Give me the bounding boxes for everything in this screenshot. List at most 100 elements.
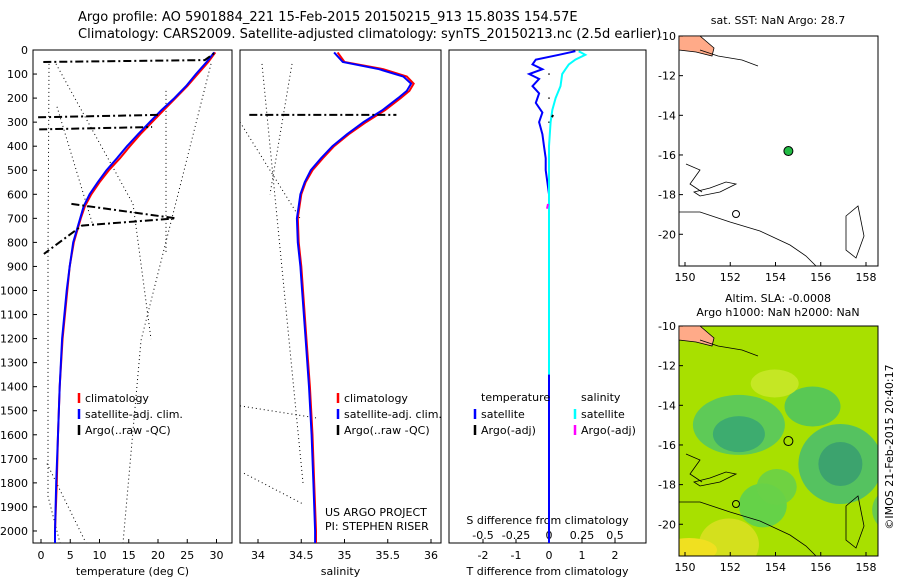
- sst-reef-contour: [845, 205, 865, 259]
- sst-ytick-label: -10: [658, 30, 676, 43]
- salinity-legend-label: satellite-adj. clim.: [344, 408, 442, 421]
- sst-reef-contour: [693, 181, 738, 197]
- difference-salinity-satellite-line: [548, 50, 588, 543]
- sst-xtick-label: 150: [675, 271, 696, 284]
- difference-legend-label: Argo(-adj): [581, 424, 636, 437]
- depth-tick-label: 1700: [0, 453, 28, 466]
- sla-map-group: -10 -12 -14 -16 -18 -20 150 152 154 156 158: [658, 320, 879, 574]
- sla-coastline: [699, 339, 759, 357]
- sst-ytick-label: -20: [658, 228, 676, 241]
- difference-legend-header-salinity: salinity: [581, 391, 621, 404]
- sla-ytick-label: -18: [658, 479, 676, 492]
- salinity-panel-frame: [239, 49, 442, 544]
- sla-reef-contour: [693, 471, 738, 487]
- sla-ytick-label: -10: [658, 320, 676, 333]
- depth-tick-label: 1200: [0, 333, 28, 346]
- header-line-2: Climatology: CARS2009. Satellite-adjuste…: [78, 27, 662, 42]
- sla-ytick-label: -16: [658, 439, 676, 452]
- sst-xtick-label: 158: [856, 271, 877, 284]
- sst-xtick-label: 156: [810, 271, 831, 284]
- sst-ytick-label: -14: [658, 109, 676, 122]
- salinity-legend-label: climatology: [344, 392, 408, 405]
- depth-tick-label: 1800: [0, 477, 28, 490]
- temperature-xtick-label: 15: [122, 549, 136, 562]
- sst-ytick-label: -16: [658, 149, 676, 162]
- sst-reef-contour: [685, 163, 703, 193]
- sla-land: [678, 325, 715, 347]
- salinity-xtick-label: 36: [424, 549, 438, 562]
- sla-ytick-label: -14: [658, 399, 676, 412]
- depth-tick-label: 700: [7, 212, 28, 225]
- difference-xtick-label: -1: [511, 549, 522, 562]
- difference-s-tick-label: 0.25: [570, 529, 595, 542]
- temperature-legend-label: satellite-adj. clim.: [85, 408, 183, 421]
- depth-tick-label: 600: [7, 188, 28, 201]
- temperature-legend-label: Argo(..raw -QC): [85, 424, 171, 437]
- temperature-xtick-label: 30: [210, 549, 224, 562]
- depth-tick-label: 200: [7, 92, 28, 105]
- sst-ytick-label: -12: [658, 70, 676, 83]
- sla-xtick-label: 150: [675, 561, 696, 574]
- difference-panel-frame: [448, 49, 647, 544]
- sst-land: [678, 35, 715, 57]
- temperature-argo-line: [38, 113, 159, 119]
- temperature-range-envelope: [47, 63, 61, 544]
- temperature-argo-line: [43, 51, 216, 63]
- sst-xtick-label: 152: [720, 271, 741, 284]
- temperature-xtick-label: 25: [180, 549, 194, 562]
- sst-reef-contour: [679, 211, 817, 267]
- temperature-argo-line: [39, 126, 153, 131]
- salinity-axis-label: salinity: [321, 565, 361, 578]
- depth-tick-label: 2000: [0, 525, 28, 538]
- temperature-xtick-label: 5: [67, 549, 74, 562]
- temperature-xtick-label: 0: [38, 549, 45, 562]
- depth-tick-label: 1900: [0, 501, 28, 514]
- difference-argo-temperature-mark: [551, 114, 554, 118]
- sla-reef-contour: [732, 500, 740, 508]
- temperature-range-envelope: [56, 106, 94, 226]
- sla-xtick-label: 158: [856, 561, 877, 574]
- difference-legend-label: Argo(-adj): [481, 424, 536, 437]
- project-annotation: US ARGO PROJECT: [325, 506, 427, 519]
- temperature-panel-frame: [32, 49, 233, 544]
- difference-xtick-label: 2: [612, 549, 619, 562]
- difference-legend-label: satellite: [481, 408, 525, 421]
- difference-s-tick-label: -0.5: [472, 529, 493, 542]
- salinity-xtick-label: 34: [251, 549, 265, 562]
- depth-tick-label: 400: [7, 140, 28, 153]
- depth-tick-label: 0: [21, 44, 28, 57]
- difference-xtick-label: 0: [546, 549, 553, 562]
- difference-legend-header-temperature: temperature: [481, 391, 550, 404]
- sla-anomaly-patch: [784, 386, 841, 427]
- sla-ytick-label: -20: [658, 518, 676, 531]
- sla-reef-contour: [679, 501, 817, 557]
- sst-reef-contour: [732, 210, 740, 218]
- salinity-satellite-line: [295, 51, 413, 543]
- sla-reef-contour: [685, 453, 703, 483]
- header-line-1: Argo profile: AO 5901884_221 15-Feb-2015…: [78, 10, 578, 25]
- salinity-xtick-label: 34.5: [289, 549, 314, 562]
- depth-tick-label: 800: [7, 236, 28, 249]
- sla-map-title-2: Argo h1000: NaN h2000: NaN: [696, 306, 859, 319]
- difference-t-axis-label: T difference from climatology: [466, 565, 629, 578]
- sst-map-group: -10 -12 -14 -16 -18 -20 150 152 154 156 158: [658, 30, 879, 284]
- depth-tick-label: 1300: [0, 357, 28, 370]
- sla-xtick-label: 152: [720, 561, 741, 574]
- sst-xtick-label: 154: [765, 271, 786, 284]
- depth-tick-label: 300: [7, 116, 28, 129]
- sst-map-frame: [678, 35, 879, 267]
- salinity-range-envelope: [243, 472, 305, 505]
- temperature-range-envelope: [46, 463, 87, 544]
- temperature-range-envelope: [122, 63, 212, 544]
- temperature-axis-label: temperature (deg C): [76, 565, 189, 578]
- sst-coastline: [699, 49, 759, 67]
- depth-tick-label: 500: [7, 164, 28, 177]
- depth-tick-label: 1500: [0, 405, 28, 418]
- sst-float-position: [783, 146, 794, 157]
- sla-xtick-label: 156: [810, 561, 831, 574]
- difference-s-tick-label: 0.5: [606, 529, 624, 542]
- salinity-legend-label: Argo(..raw -QC): [344, 424, 430, 437]
- difference-s-axis-label: S difference from climatology: [466, 514, 629, 527]
- sla-anomaly-patch: [679, 538, 717, 556]
